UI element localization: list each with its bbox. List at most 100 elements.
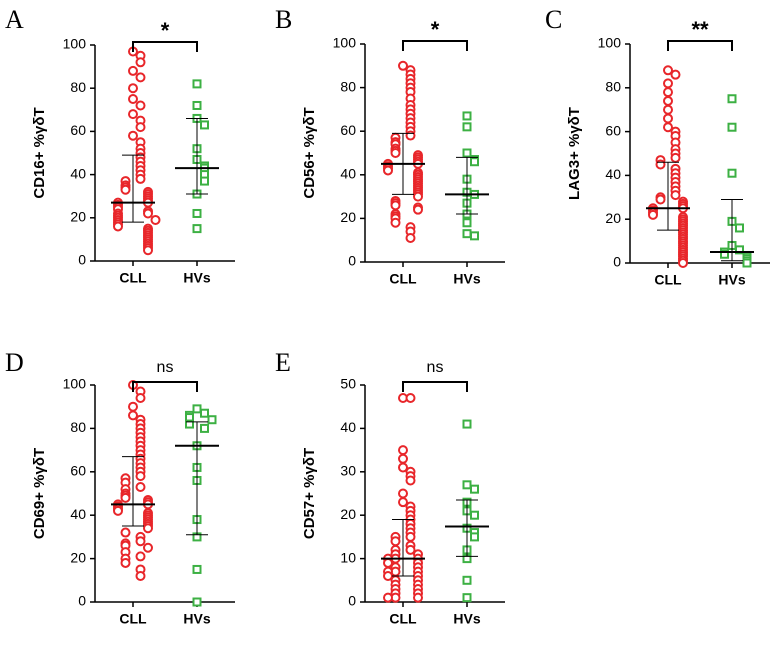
data-point — [390, 217, 401, 228]
panel-label: B — [275, 5, 292, 34]
data-point — [398, 488, 408, 499]
data-point — [720, 249, 729, 259]
data-point — [192, 597, 202, 607]
y-tick-label: 100 — [333, 35, 357, 51]
y-tick-label: 20 — [70, 209, 86, 225]
y-tick-label: 100 — [63, 36, 87, 52]
y-tick-label: 0 — [78, 252, 86, 268]
data-point — [143, 542, 153, 553]
data-point — [398, 453, 408, 464]
panel-label: E — [275, 348, 291, 377]
data-point — [462, 218, 472, 228]
panel-label: A — [5, 5, 24, 34]
significance-bracket — [132, 381, 198, 392]
data-point — [462, 111, 472, 121]
y-tick-label: 20 — [605, 210, 621, 226]
y-tick-label: 40 — [70, 165, 86, 181]
y-tick-label: 80 — [70, 419, 86, 435]
data-point — [470, 532, 479, 542]
data-point — [727, 94, 737, 104]
data-point — [128, 83, 138, 94]
y-axis-label: CD16+ %γδT — [31, 107, 48, 198]
data-point — [128, 401, 138, 412]
panel-label: C — [545, 5, 562, 34]
y-tick-label: 20 — [340, 506, 356, 522]
data-point — [655, 194, 666, 205]
x-tick-label: CLL — [389, 271, 417, 287]
data-point — [135, 57, 146, 68]
x-tick-label: CLL — [119, 270, 147, 286]
data-point — [663, 65, 673, 76]
y-axis-label: CD56+ %γδT — [301, 107, 318, 198]
data-point — [120, 527, 131, 538]
data-point — [128, 65, 138, 76]
data-point — [135, 471, 146, 482]
x-tick-label: CLL — [389, 611, 417, 627]
y-tick-label: 40 — [70, 506, 86, 522]
data-point — [655, 159, 666, 170]
data-point — [735, 223, 744, 233]
significance-bracket — [402, 381, 468, 392]
y-tick-label: 40 — [340, 166, 356, 182]
data-point — [390, 536, 401, 547]
x-tick-label: HVs — [183, 611, 210, 627]
data-point — [128, 109, 138, 120]
data-point — [135, 122, 146, 133]
y-tick-label: 60 — [340, 122, 356, 138]
y-tick-label: 60 — [70, 463, 86, 479]
data-point — [200, 408, 209, 418]
data-point — [135, 173, 146, 184]
significance-label: * — [431, 17, 440, 42]
data-point — [192, 404, 202, 414]
data-point — [470, 484, 479, 494]
y-tick-label: 100 — [63, 376, 87, 392]
y-tick-label: 60 — [70, 122, 86, 138]
data-point — [727, 122, 737, 132]
y-axis-label: LAG3+ %γδT — [566, 107, 583, 200]
data-point — [470, 231, 479, 241]
data-point — [143, 523, 153, 534]
x-tick-label: HVs — [453, 271, 480, 287]
data-point — [670, 190, 681, 201]
data-point — [143, 208, 153, 219]
data-point — [207, 415, 217, 425]
significance-label: ** — [691, 17, 709, 42]
y-tick-label: 50 — [340, 376, 356, 392]
data-point — [113, 221, 123, 232]
significance-label: ns — [157, 359, 174, 376]
data-point — [120, 492, 131, 503]
data-point — [185, 419, 194, 429]
data-point — [405, 130, 416, 141]
y-tick-label: 0 — [348, 593, 356, 609]
data-point — [648, 209, 658, 220]
y-tick-label: 10 — [340, 549, 356, 565]
data-point — [150, 214, 161, 225]
data-point — [470, 157, 479, 167]
data-point — [663, 113, 673, 124]
data-point — [113, 505, 123, 516]
data-point — [405, 475, 416, 486]
x-tick-label: HVs — [453, 611, 480, 627]
data-point — [383, 165, 393, 176]
data-point — [135, 570, 146, 581]
data-point — [663, 78, 673, 89]
significance-bracket — [402, 40, 468, 51]
x-tick-label: HVs — [183, 270, 210, 286]
data-point — [663, 95, 673, 106]
data-point — [413, 592, 423, 603]
data-point — [462, 229, 472, 239]
data-point — [663, 87, 673, 98]
data-point — [135, 551, 146, 562]
data-point — [670, 152, 681, 163]
y-tick-label: 20 — [340, 209, 356, 225]
data-point — [143, 245, 153, 256]
data-point — [742, 258, 752, 268]
data-point — [192, 79, 202, 89]
x-tick-label: HVs — [718, 272, 745, 288]
y-tick-label: 0 — [78, 593, 86, 609]
y-axis-label: CD57+ %γδT — [301, 448, 318, 539]
x-tick-label: CLL — [654, 272, 682, 288]
data-point — [678, 258, 688, 268]
panel-label: D — [5, 348, 24, 377]
